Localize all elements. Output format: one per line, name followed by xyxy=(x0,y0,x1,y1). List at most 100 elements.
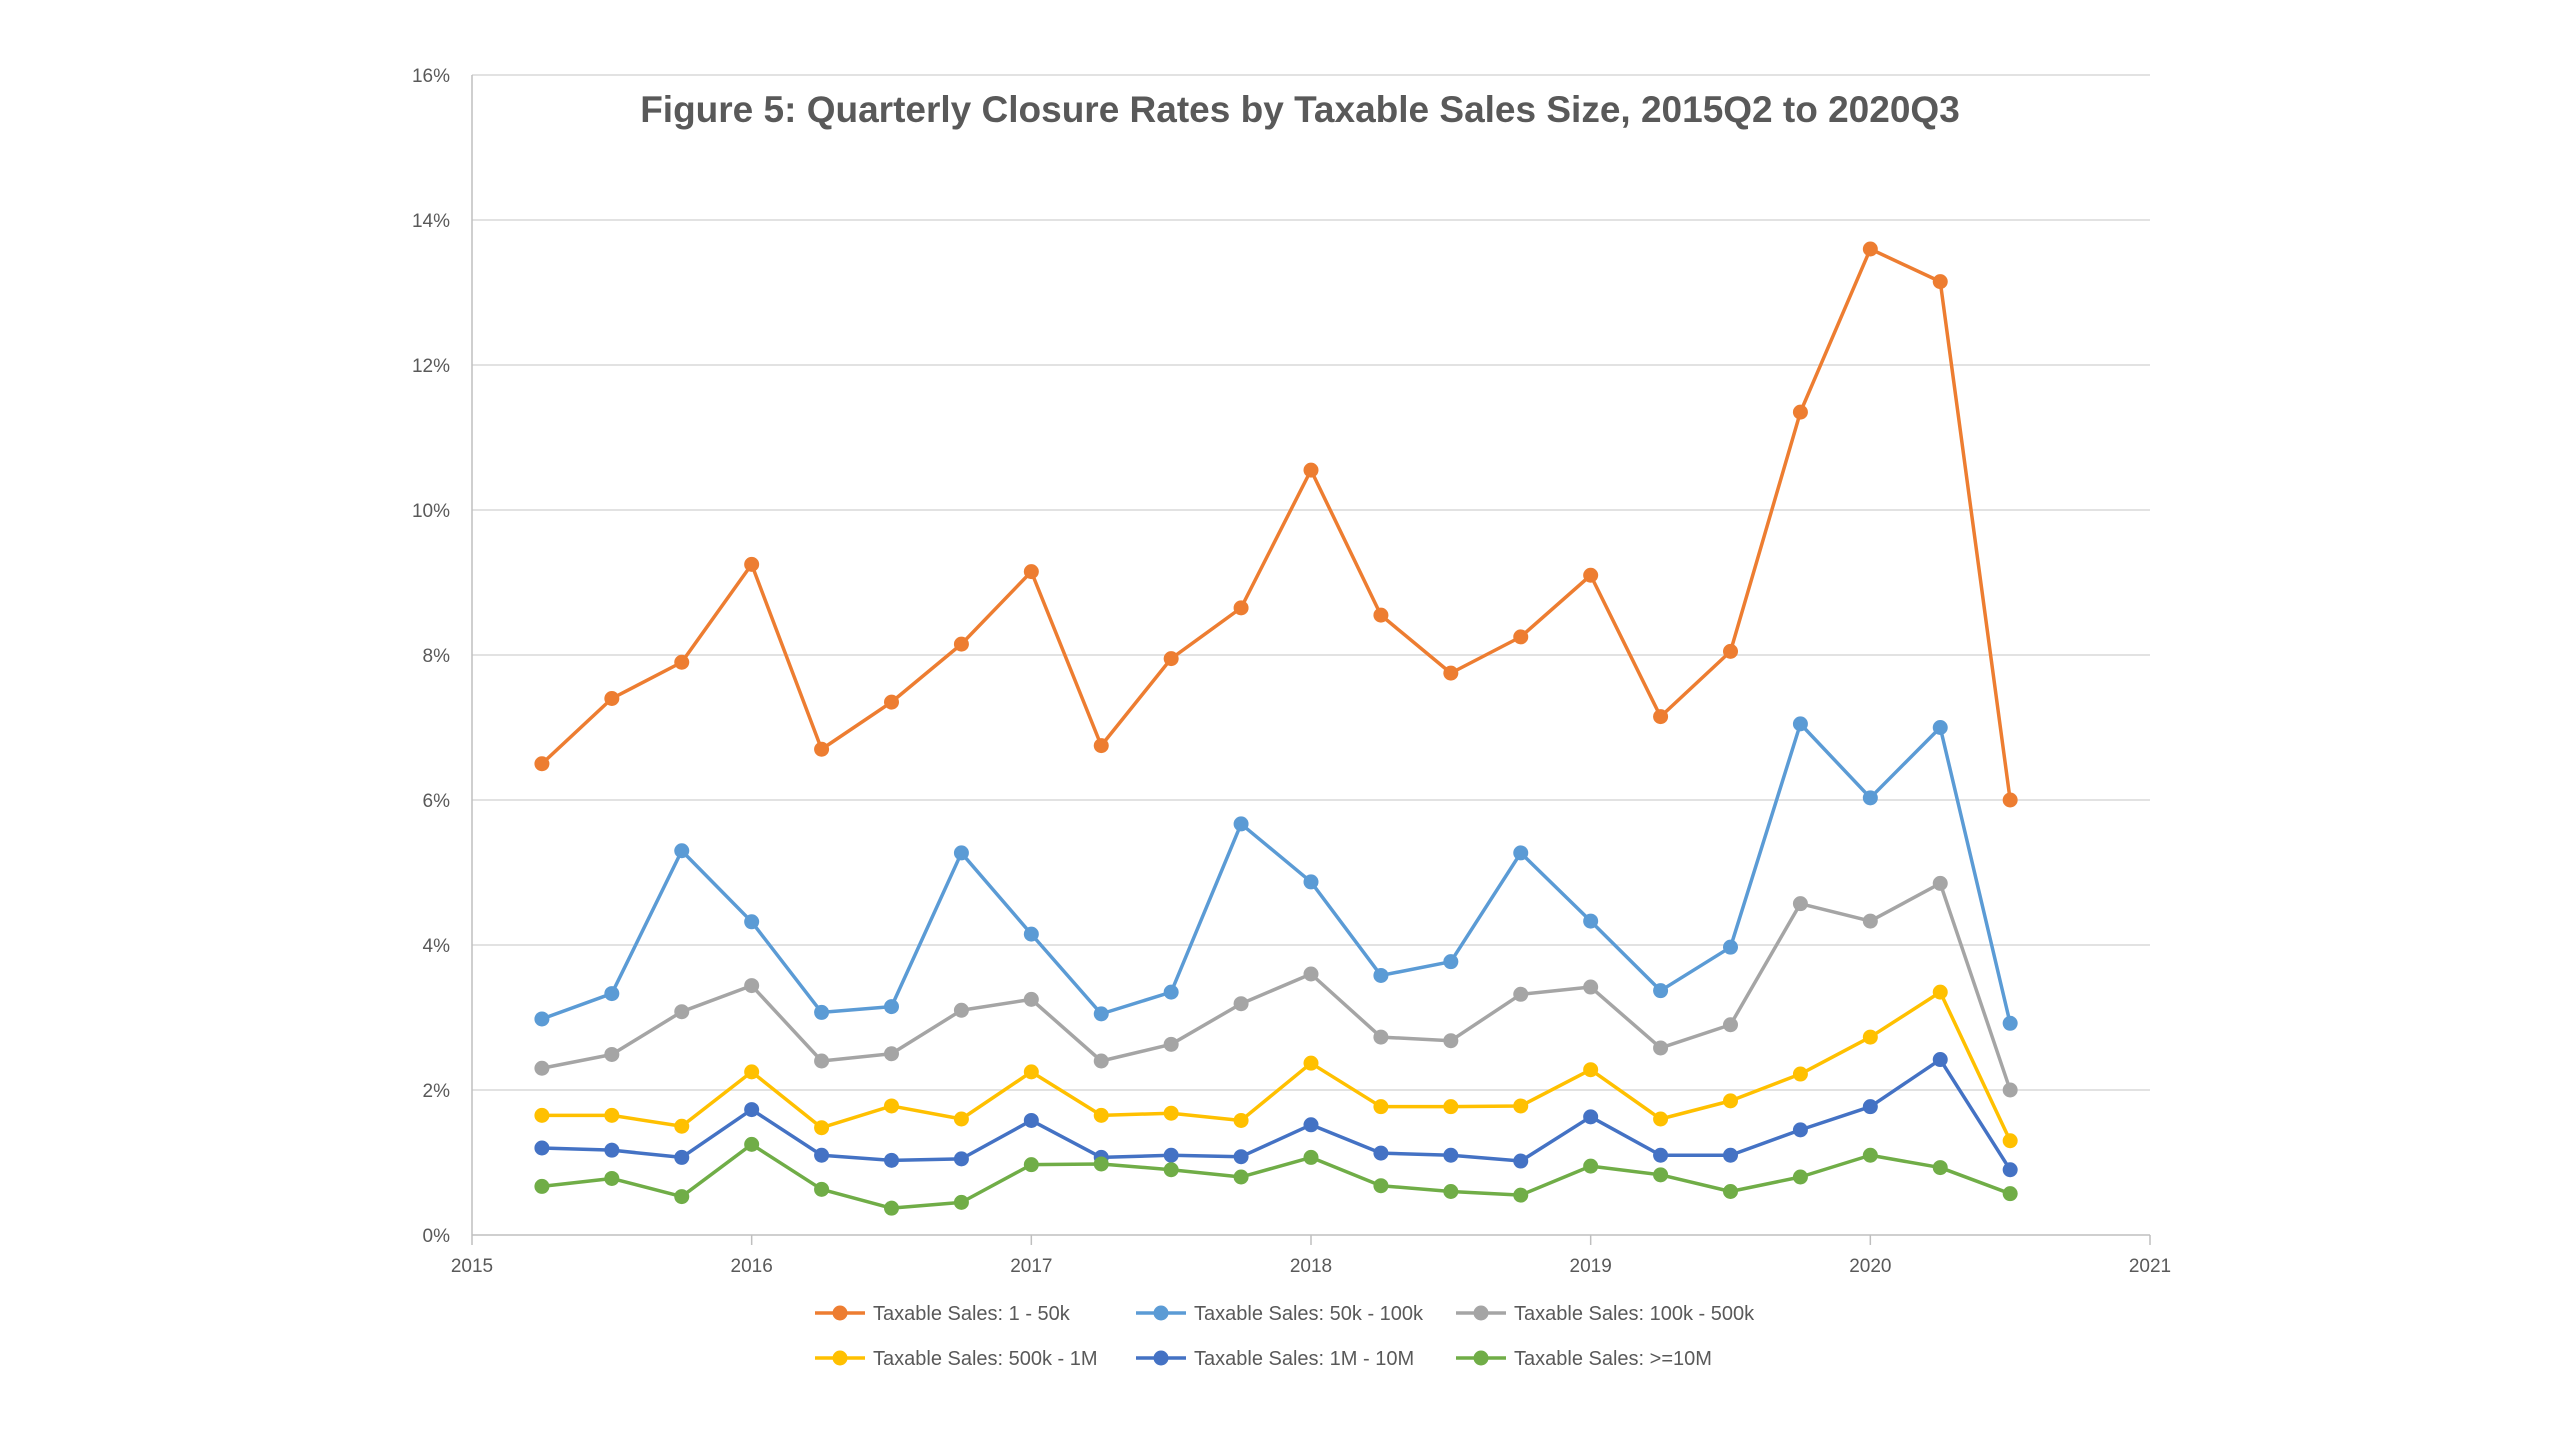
data-point xyxy=(1862,1029,1878,1045)
data-point xyxy=(1373,1029,1389,1045)
data-point xyxy=(1023,564,1039,580)
data-point xyxy=(2002,1186,2018,1202)
data-point xyxy=(1023,1064,1039,1080)
data-point xyxy=(1443,1033,1459,1049)
data-point xyxy=(744,1064,760,1080)
legend-item: Taxable Sales: 1M - 10M xyxy=(1136,1348,1414,1370)
data-point xyxy=(1932,1160,1948,1176)
data-point xyxy=(1023,1157,1039,1173)
data-point xyxy=(1792,716,1808,732)
data-point xyxy=(2002,1082,2018,1098)
data-point xyxy=(1163,1147,1179,1163)
data-point xyxy=(1233,1169,1249,1185)
data-point xyxy=(534,756,550,772)
y-tick-label: 6% xyxy=(423,791,451,812)
legend: Taxable Sales: 1 - 50k Taxable Sales: 50k… xyxy=(815,1303,1755,1370)
data-point xyxy=(1723,643,1738,659)
data-point xyxy=(744,1136,760,1152)
data-point xyxy=(674,654,690,670)
data-point xyxy=(534,1060,550,1076)
legend-label: Taxable Sales: 1 - 50k xyxy=(873,1303,1071,1325)
data-point xyxy=(1233,600,1249,616)
data-point xyxy=(1792,1066,1808,1082)
data-point xyxy=(2002,1162,2018,1178)
data-point xyxy=(1653,1111,1669,1127)
data-point xyxy=(534,1011,550,1027)
legend-item: Taxable Sales: 500k - 1M xyxy=(815,1348,1098,1370)
y-tick-label: 12% xyxy=(412,356,450,377)
data-point xyxy=(884,1098,899,1114)
data-point xyxy=(1373,1145,1389,1161)
data-point xyxy=(1163,651,1179,667)
legend-item: Taxable Sales: 50k - 100k xyxy=(1136,1303,1424,1325)
data-point xyxy=(953,845,969,861)
legend-swatch-marker xyxy=(1153,1350,1169,1366)
x-tick-label: 2019 xyxy=(1570,1256,1612,1277)
data-point xyxy=(953,1111,969,1127)
data-point xyxy=(1583,567,1599,583)
series-line xyxy=(540,247,2012,801)
data-point xyxy=(1373,1099,1389,1115)
y-tick-label: 2% xyxy=(423,1081,451,1102)
data-point xyxy=(814,1147,830,1163)
data-point xyxy=(1163,1162,1179,1178)
x-tick-label: 2020 xyxy=(1849,1256,1891,1277)
data-point xyxy=(1443,1099,1459,1115)
data-point xyxy=(1443,665,1459,681)
legend-label: Taxable Sales: >=10M xyxy=(1514,1348,1712,1370)
data-point xyxy=(674,1189,690,1205)
y-tick-label: 8% xyxy=(423,646,451,667)
data-point xyxy=(1163,1036,1179,1052)
data-point xyxy=(1443,1147,1459,1163)
legend-item: Taxable Sales: 100k - 500k xyxy=(1456,1303,1755,1325)
data-point xyxy=(1583,913,1599,929)
data-point xyxy=(1233,1112,1249,1128)
data-point xyxy=(1303,1055,1319,1071)
data-point xyxy=(534,1107,550,1123)
data-point xyxy=(534,1140,550,1156)
y-tick-label: 10% xyxy=(412,501,450,522)
data-point xyxy=(674,843,690,859)
data-point xyxy=(674,1149,690,1165)
legend-item: Taxable Sales: >=10M xyxy=(1456,1348,1712,1370)
data-point xyxy=(1723,1017,1738,1033)
data-point xyxy=(1583,1109,1599,1125)
data-point xyxy=(1233,816,1249,832)
data-point xyxy=(1163,984,1179,1000)
data-point xyxy=(674,1004,690,1020)
data-point xyxy=(744,978,760,994)
x-tick-label: 2021 xyxy=(2129,1256,2171,1277)
series-3 xyxy=(534,875,2018,1098)
data-point xyxy=(884,1200,899,1216)
data-point xyxy=(2002,1133,2018,1149)
data-point xyxy=(1093,1053,1109,1069)
legend-swatch-marker xyxy=(1473,1350,1489,1366)
data-point xyxy=(674,1118,690,1134)
data-point xyxy=(604,1107,620,1123)
data-point xyxy=(2002,1015,2018,1031)
data-point xyxy=(814,1120,830,1136)
data-point xyxy=(1653,983,1669,999)
legend-swatch-marker xyxy=(1153,1305,1169,1321)
data-point xyxy=(1443,1184,1459,1199)
data-point xyxy=(604,1170,620,1186)
data-point xyxy=(1792,1169,1808,1185)
data-point xyxy=(1093,1006,1109,1022)
data-point xyxy=(953,636,969,652)
data-point xyxy=(1862,913,1878,929)
x-tick-label: 2017 xyxy=(1010,1256,1052,1277)
y-tick-labels: 0% 2% 4% 6% 8% 10% 12% 14% 16% xyxy=(412,66,450,1247)
data-point xyxy=(744,556,760,572)
x-tick-label: 2018 xyxy=(1290,1256,1332,1277)
data-point xyxy=(884,999,899,1015)
data-point xyxy=(1723,1093,1738,1109)
data-point xyxy=(1792,404,1808,420)
data-point xyxy=(1932,1052,1948,1068)
legend-item: Taxable Sales: 1 - 50k xyxy=(815,1303,1071,1325)
data-point xyxy=(1093,1156,1109,1172)
data-point xyxy=(1233,1149,1249,1165)
x-tick-labels: 2015 2016 2017 2018 2019 2020 2021 xyxy=(451,1256,2171,1277)
legend-swatch-marker xyxy=(832,1350,848,1366)
